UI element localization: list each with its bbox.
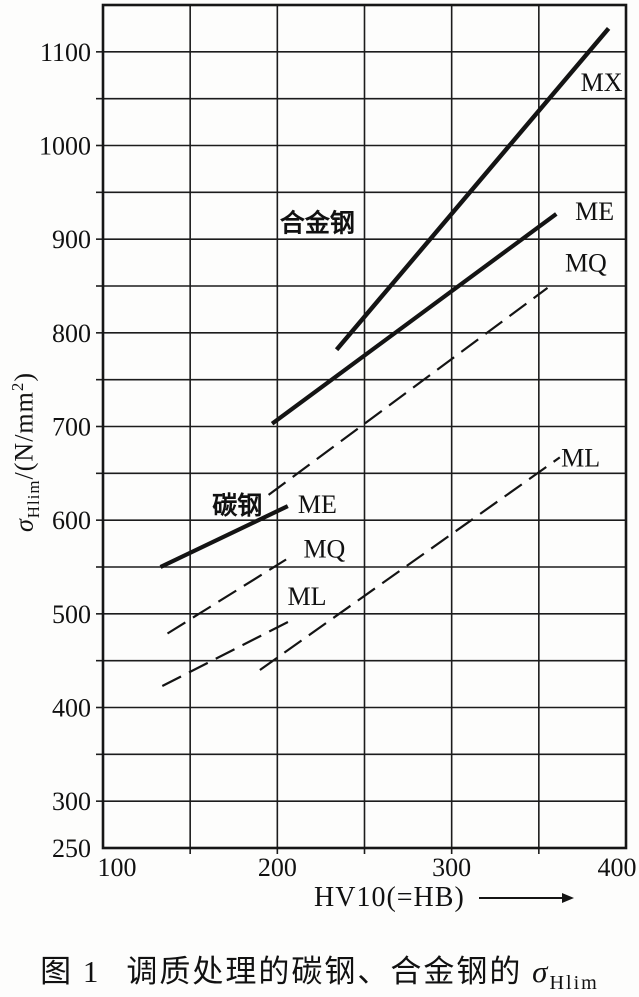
sigma-subscript: Hlim [23,479,43,519]
y-unit-superscript: 2 [8,381,28,392]
y-tick-label: 250 [52,834,91,863]
caption-sigma-subscript: Hlim [549,972,599,995]
alloy-group-label: 合金钢 [280,208,355,237]
y-tick-label: 500 [52,600,91,629]
y-tick-label: 800 [52,319,91,348]
caption-text: 调质处理的碳钢、合金钢的 [126,954,523,989]
y-tick-label: 1100 [40,38,91,67]
x-axis-title: HV10(=HB) [314,882,574,914]
x-tick-label: 100 [98,853,137,882]
alloy-ml-label: ML [561,443,600,472]
series-line-alloy-MQ [267,287,549,496]
series-line-alloy-ME [270,212,558,426]
x-axis-label-text: HV10(=HB) [314,882,465,913]
y-tick-label: 1000 [39,132,91,161]
y-tick-label: 900 [52,225,91,254]
carbon-group-label: 碳钢 [212,492,262,520]
y-axis-title: σHlim/(N/mm2) [8,372,44,532]
y-tick-label: 700 [52,413,91,442]
series-line-alloy-ML [259,456,561,671]
series-line-carbon-MQ [166,558,287,635]
y-tick-label: 300 [52,787,91,816]
alloy-me-label: ME [575,197,614,226]
right-arrow-icon [478,893,574,903]
alloy-mx-label: MX [581,68,623,97]
caption-number: 图 1 [40,954,101,989]
series-line-alloy-MX [334,26,611,352]
figure-caption: 图 1 调质处理的碳钢、合金钢的 σHlim [0,946,639,995]
alloy-mq-label: MQ [565,249,607,278]
y-tick-label: 400 [52,694,91,723]
plot-border [101,3,628,850]
carbon-ml-label: ML [287,582,326,611]
caption-sigma-symbol: σ [532,954,550,989]
y-tick-label: 600 [52,506,91,535]
y-unit-close: ) [9,371,39,382]
x-tick-label: 200 [258,853,297,882]
x-tick-label: 400 [598,853,637,882]
carbon-mq-label: MQ [303,534,345,563]
carbon-me-label: ME [298,490,337,519]
y-unit-text: /(N/mm [9,391,39,480]
series-line-carbon-ME [159,504,289,569]
series-line-carbon-ML [161,617,296,687]
sigma-symbol: σ [9,518,39,533]
x-tick-label: 300 [432,853,471,882]
